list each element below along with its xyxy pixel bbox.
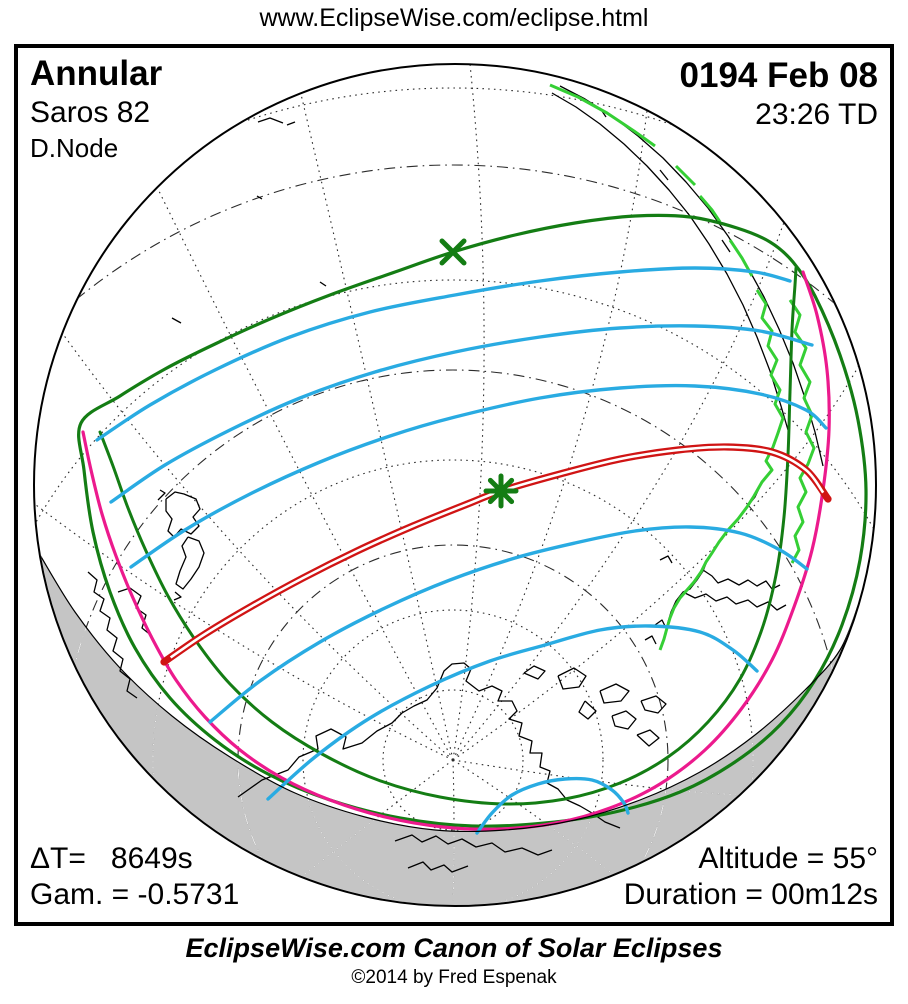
coastline [551, 92, 789, 431]
coastline [578, 700, 597, 720]
node-label: D.Node [30, 132, 119, 163]
coast-highlight-line [698, 195, 722, 223]
coast-highlight-line [788, 299, 816, 564]
coastline [407, 861, 469, 873]
saros-label: Saros 82 [30, 96, 151, 130]
coastline [659, 555, 673, 564]
duration-label: Duration = 00m12s [623, 878, 878, 912]
eclipse-chart-frame: Annular Saros 82 D.Node 0194 Feb 08 23:2… [14, 44, 894, 926]
eclipse-map [33, 63, 877, 907]
latitude-line [40, 555, 860, 905]
coastline [640, 695, 667, 714]
coastline [559, 85, 824, 467]
coastline [171, 317, 182, 324]
delta-t-label: ΔT= 8649s [30, 841, 193, 875]
latitude-line [35, 164, 875, 905]
eclipse-time-label: 23:26 TD [755, 98, 878, 132]
canon-title: EclipseWise.com Canon of Solar Eclipses [185, 933, 723, 963]
coastline [702, 569, 781, 590]
extreme-point-marker [439, 238, 467, 266]
penumbra-limit-loop [77, 213, 868, 828]
coastline [636, 729, 660, 747]
latitude-line [382, 689, 524, 831]
coastline [175, 536, 205, 590]
meridian-line [452, 101, 649, 761]
latitude-line [152, 555, 754, 905]
eclipse-date-label: 0194 Feb 08 [679, 56, 878, 95]
magnitude-curve-polar-hook [475, 776, 630, 835]
coastline [394, 834, 553, 856]
terminator-line [39, 554, 861, 833]
coastline [165, 491, 201, 538]
footer: EclipseWise.com Canon of Solar Eclipses … [0, 932, 908, 990]
coastline [286, 121, 296, 126]
latitude-line [237, 544, 669, 905]
magnitude-curve-4 [208, 525, 809, 724]
coastline [87, 571, 138, 699]
meridian-line [40, 555, 454, 761]
altitude-label: Altitude = 55° [698, 841, 878, 875]
magnitude-curve-3 [129, 383, 828, 569]
meridian-line [156, 186, 454, 761]
coast-highlight-line [549, 83, 656, 148]
meridian-line [452, 204, 791, 761]
eclipse-info-bottom-right: Altitude = 55° Duration = 00m12s [624, 841, 878, 914]
maximum-eclipse-sunrise-sunset-curve [81, 270, 831, 831]
meridian-line [452, 65, 485, 761]
coastline [557, 667, 587, 690]
coastline [721, 239, 731, 253]
meridian-line [452, 759, 455, 905]
coastline [659, 169, 669, 181]
latitude-line [40, 555, 860, 905]
coast-highlight-line [674, 164, 697, 187]
coastline [256, 195, 263, 200]
eclipse-info-top-left: Annular Saros 82 D.Node [30, 54, 162, 166]
annular-path [160, 443, 832, 666]
magnitude-curve-1 [95, 266, 792, 442]
night-shading [40, 555, 860, 905]
magnitude-curve-5 [266, 624, 759, 801]
page-url: www.EclipseWise.com/eclipse.html [259, 4, 649, 32]
annular-path-core [169, 445, 825, 659]
meridian-line [452, 555, 649, 761]
coastline [157, 489, 166, 501]
eclipse-type-label: Annular [30, 54, 163, 93]
meridian-line [156, 555, 454, 761]
coast-highlights [549, 83, 816, 651]
eclipse-info-bottom-left: ΔT= 8649s Gam. = -0.5731 [30, 841, 239, 914]
latitude-line [35, 87, 875, 905]
globe-limb [33, 63, 877, 907]
coast-highlight-line [658, 289, 785, 651]
eclipse-info-top-right: 0194 Feb 08 23:26 TD [680, 56, 878, 134]
copyright-label: ©2014 by Fred Espenak [351, 966, 557, 988]
coastline [319, 281, 327, 287]
meridian-line [35, 504, 454, 761]
coastline [257, 117, 284, 124]
coastline [173, 591, 182, 601]
coastline [523, 665, 546, 680]
coastline [682, 591, 787, 611]
latitude-line [302, 609, 604, 905]
coastline [611, 710, 637, 730]
gamma-label: Gam. = -0.5731 [30, 878, 240, 912]
coastline [599, 683, 630, 704]
coastline [644, 635, 657, 645]
magnitude-curve-2 [109, 324, 814, 504]
greatest-eclipse-marker [483, 473, 519, 509]
